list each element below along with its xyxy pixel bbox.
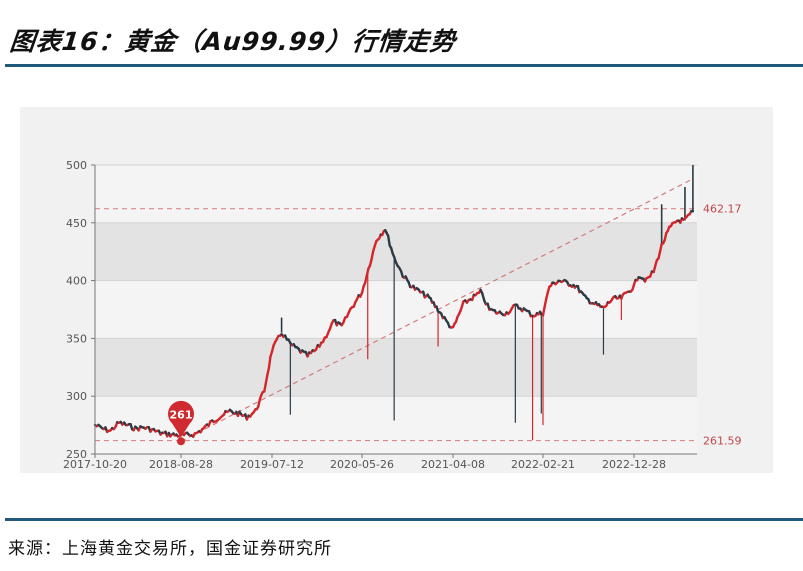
reference-label: 261.59 [703,435,742,448]
price-series [93,209,695,438]
marker-pin-icon [168,400,194,438]
price-segment [264,373,269,385]
bottom-divider [5,518,803,521]
price-segment [267,355,272,370]
price-spikes [280,165,694,441]
x-tick-label: 2018-08-28 [149,458,213,471]
grid-band [95,165,697,223]
axes: 250 300 350 400 450 500 2017-10-20 2018-08-28 20… [63,159,697,471]
x-tick-label: 2017-10-20 [63,458,127,471]
price-segment [387,234,391,247]
top-divider [5,64,803,67]
price-segment [541,305,546,317]
price-segment [543,297,548,309]
y-tick-label: 500 [66,159,87,172]
gridlines [95,164,697,455]
grid-band [95,338,697,397]
price-segment [658,242,663,253]
x-tick-label: 2019-07-12 [240,458,304,471]
grid-band [95,222,697,281]
price-segment [263,382,268,393]
y-tick-label: 300 [66,390,87,403]
y-tick-label: 450 [66,217,87,230]
x-tick-label: 2020-05-26 [330,458,394,471]
y-tick-label: 400 [66,275,87,288]
x-tick-label: 2021-04-08 [421,458,485,471]
x-tick-label: 2022-12-28 [602,458,666,471]
grid-band [95,280,697,339]
x-tick-label: 2022-02-21 [511,458,575,471]
reference-label: 462.17 [703,203,742,216]
y-tick-label: 250 [66,448,87,461]
grid-bands [95,165,697,454]
reference-lines: 462.17 261.59 [95,203,742,448]
min-marker: 261 [168,400,194,446]
price-segment [370,250,375,261]
grid-band [95,396,697,454]
y-tick-label: 350 [66,332,87,345]
trend-line [180,178,694,442]
trend-line [180,178,694,442]
marker-label: 261 [170,408,193,421]
marker-dot [177,437,185,446]
price-segment [266,366,271,377]
source-note: 来源：上海黄金交易所，国金证券研究所 [8,539,332,559]
